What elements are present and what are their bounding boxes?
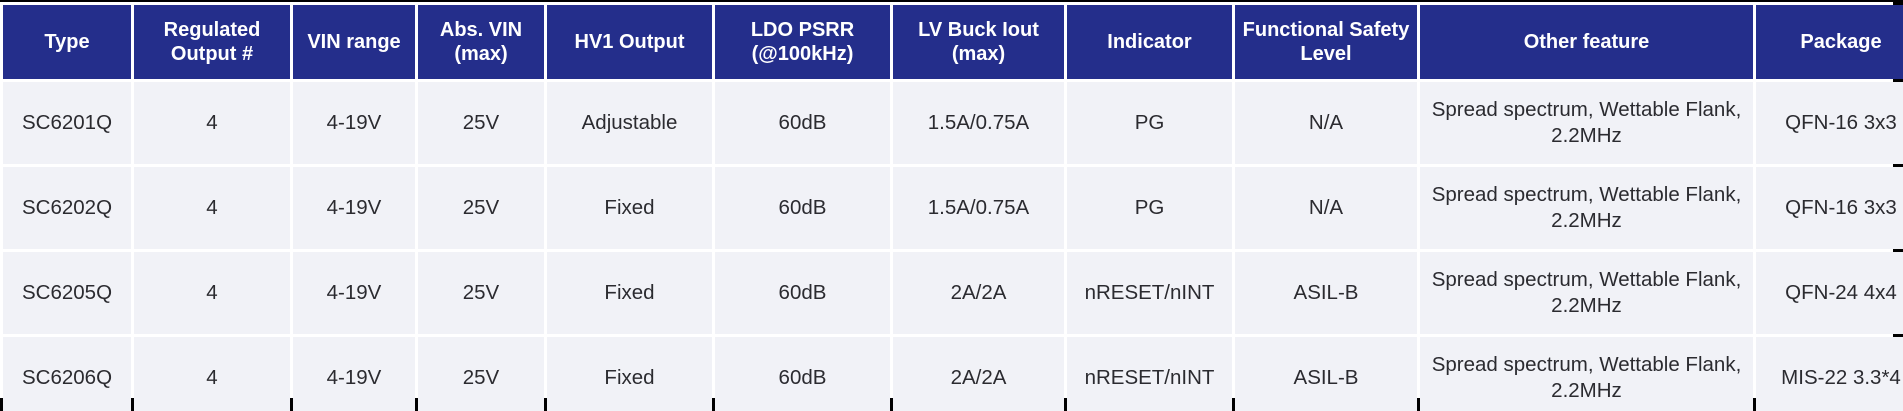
cell-sc6206q-package: MIS-22 3.3*4: [1756, 337, 1903, 411]
cell-sc6202q-type: SC6202Q: [3, 167, 131, 249]
cell-sc6206q-hv1-output: Fixed: [547, 337, 712, 411]
cell-sc6201q-indicator: PG: [1067, 82, 1232, 164]
cell-sc6205q-lv-buck-iout-max: 2A/2A: [893, 252, 1064, 334]
cell-sc6201q-functional-safety-level: N/A: [1235, 82, 1417, 164]
cell-sc6201q-vin-range: 4-19V: [293, 82, 415, 164]
cell-sc6206q-type: SC6206Q: [3, 337, 131, 411]
cell-sc6201q-regulated-output: 4: [134, 82, 290, 164]
cell-sc6206q-functional-safety-level: ASIL-B: [1235, 337, 1417, 411]
column-header-package: Package: [1756, 5, 1903, 79]
cell-sc6205q-hv1-output: Fixed: [547, 252, 712, 334]
column-header-indicator: Indicator: [1067, 5, 1232, 79]
cell-sc6206q-indicator: nRESET/nINT: [1067, 337, 1232, 411]
cell-sc6202q-ldo-psrr-100khz: 60dB: [715, 167, 890, 249]
cell-sc6206q-other-feature: Spread spectrum, Wettable Flank, 2.2MHz: [1420, 337, 1753, 411]
table-row-sc6202q: SC6202Q 4 4-19V 25V Fixed 60dB 1.5A/0.75A PG N/A…: [3, 167, 1903, 249]
cell-sc6202q-hv1-output: Fixed: [547, 167, 712, 249]
cell-sc6205q-other-feature: Spread spectrum, Wettable Flank, 2.2MHz: [1420, 252, 1753, 334]
cell-sc6201q-type: SC6201Q: [3, 82, 131, 164]
column-header-other-feature: Other feature: [1420, 5, 1753, 79]
cell-sc6201q-abs-vin-max: 25V: [418, 82, 544, 164]
column-header-type: Type: [3, 5, 131, 79]
column-header-lv-buck-iout-max: LV Buck Iout (max): [893, 5, 1064, 79]
cell-sc6202q-regulated-output: 4: [134, 167, 290, 249]
table-row-sc6205q: SC6205Q 4 4-19V 25V Fixed 60dB 2A/2A nRESET/nIN…: [3, 252, 1903, 334]
cell-sc6201q-lv-buck-iout-max: 1.5A/0.75A: [893, 82, 1064, 164]
cell-sc6201q-other-feature: Spread spectrum, Wettable Flank, 2.2MHz: [1420, 82, 1753, 164]
cell-sc6201q-ldo-psrr-100khz: 60dB: [715, 82, 890, 164]
cell-sc6202q-functional-safety-level: N/A: [1235, 167, 1417, 249]
column-header-abs-vin-max: Abs. VIN (max): [418, 5, 544, 79]
cell-sc6205q-package: QFN-24 4x4: [1756, 252, 1903, 334]
cell-sc6202q-other-feature: Spread spectrum, Wettable Flank, 2.2MHz: [1420, 167, 1753, 249]
cell-sc6205q-indicator: nRESET/nINT: [1067, 252, 1232, 334]
cell-sc6205q-type: SC6205Q: [3, 252, 131, 334]
cell-sc6206q-abs-vin-max: 25V: [418, 337, 544, 411]
cell-sc6206q-regulated-output: 4: [134, 337, 290, 411]
cell-sc6205q-regulated-output: 4: [134, 252, 290, 334]
cell-sc6206q-ldo-psrr-100khz: 60dB: [715, 337, 890, 411]
table-row-sc6201q: SC6201Q 4 4-19V 25V Adjustable 60dB 1.5A/0.75A…: [3, 82, 1903, 164]
cell-sc6202q-vin-range: 4-19V: [293, 167, 415, 249]
header-row: Type Regulated Output # VIN range Abs. VIN …: [3, 5, 1903, 79]
table-row-sc6206q: SC6206Q 4 4-19V 25V Fixed 60dB 2A/2A nRESET/nIN…: [3, 337, 1903, 411]
column-header-vin-range: VIN range: [293, 5, 415, 79]
cell-sc6202q-lv-buck-iout-max: 1.5A/0.75A: [893, 167, 1064, 249]
cell-sc6205q-vin-range: 4-19V: [293, 252, 415, 334]
column-header-ldo-psrr-100khz: LDO PSRR (@100kHz): [715, 5, 890, 79]
cell-sc6201q-package: QFN-16 3x3: [1756, 82, 1903, 164]
cell-sc6202q-abs-vin-max: 25V: [418, 167, 544, 249]
cell-sc6205q-abs-vin-max: 25V: [418, 252, 544, 334]
cell-sc6206q-vin-range: 4-19V: [293, 337, 415, 411]
table-header-row: Type Regulated Output # VIN range Abs. VIN …: [3, 5, 1903, 79]
table-body: SC6201Q 4 4-19V 25V Adjustable 60dB 1.5A/0.75A…: [3, 82, 1903, 411]
cell-sc6205q-ldo-psrr-100khz: 60dB: [715, 252, 890, 334]
cell-sc6206q-lv-buck-iout-max: 2A/2A: [893, 337, 1064, 411]
column-header-regulated-output: Regulated Output #: [134, 5, 290, 79]
column-header-functional-safety-level: Functional Safety Level: [1235, 5, 1417, 79]
cell-sc6205q-functional-safety-level: ASIL-B: [1235, 252, 1417, 334]
cell-sc6201q-hv1-output: Adjustable: [547, 82, 712, 164]
column-header-hv1-output: HV1 Output: [547, 5, 712, 79]
cell-sc6202q-indicator: PG: [1067, 167, 1232, 249]
cell-sc6202q-package: QFN-16 3x3: [1756, 167, 1903, 249]
